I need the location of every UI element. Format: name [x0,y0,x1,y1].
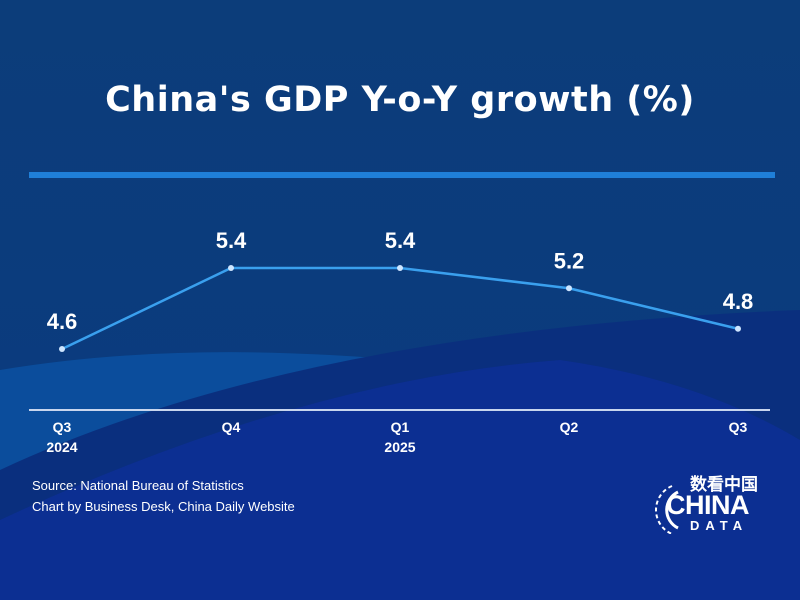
x-tick-label: Q3 [729,419,748,435]
logo-en: CHINA [666,490,750,520]
x-tick-label: Q1 [391,419,410,435]
x-tick-label: 2025 [384,439,415,455]
data-label: 5.2 [554,248,585,273]
data-label: 4.6 [47,309,78,334]
x-tick-label: Q2 [560,419,579,435]
series-line [61,266,739,351]
data-label: 5.4 [385,228,416,253]
x-tick-label: 2024 [46,439,77,455]
signal-arcs-icon [655,485,679,534]
logo-sub: DATA [690,518,749,533]
data-label: 5.4 [216,228,247,253]
chart-title: China's GDP Y-o-Y growth (%) [105,80,695,120]
data-point [59,346,65,352]
data-point [566,285,572,292]
logo-cn: 数看中国 [690,475,758,495]
source-text: Source: National Bureau of Statistics [32,478,244,493]
data-point [397,265,403,271]
data-label: 4.8 [723,289,754,314]
credit-text: Chart by Business Desk, China Daily Webs… [32,499,295,514]
data-point [735,325,741,332]
x-tick-label: Q3 [53,419,72,435]
x-tick-label: Q4 [222,419,241,435]
data-point [228,265,234,271]
china-data-logo: 数看中国 CHINA DATA [650,470,770,535]
title-divider [29,172,775,178]
